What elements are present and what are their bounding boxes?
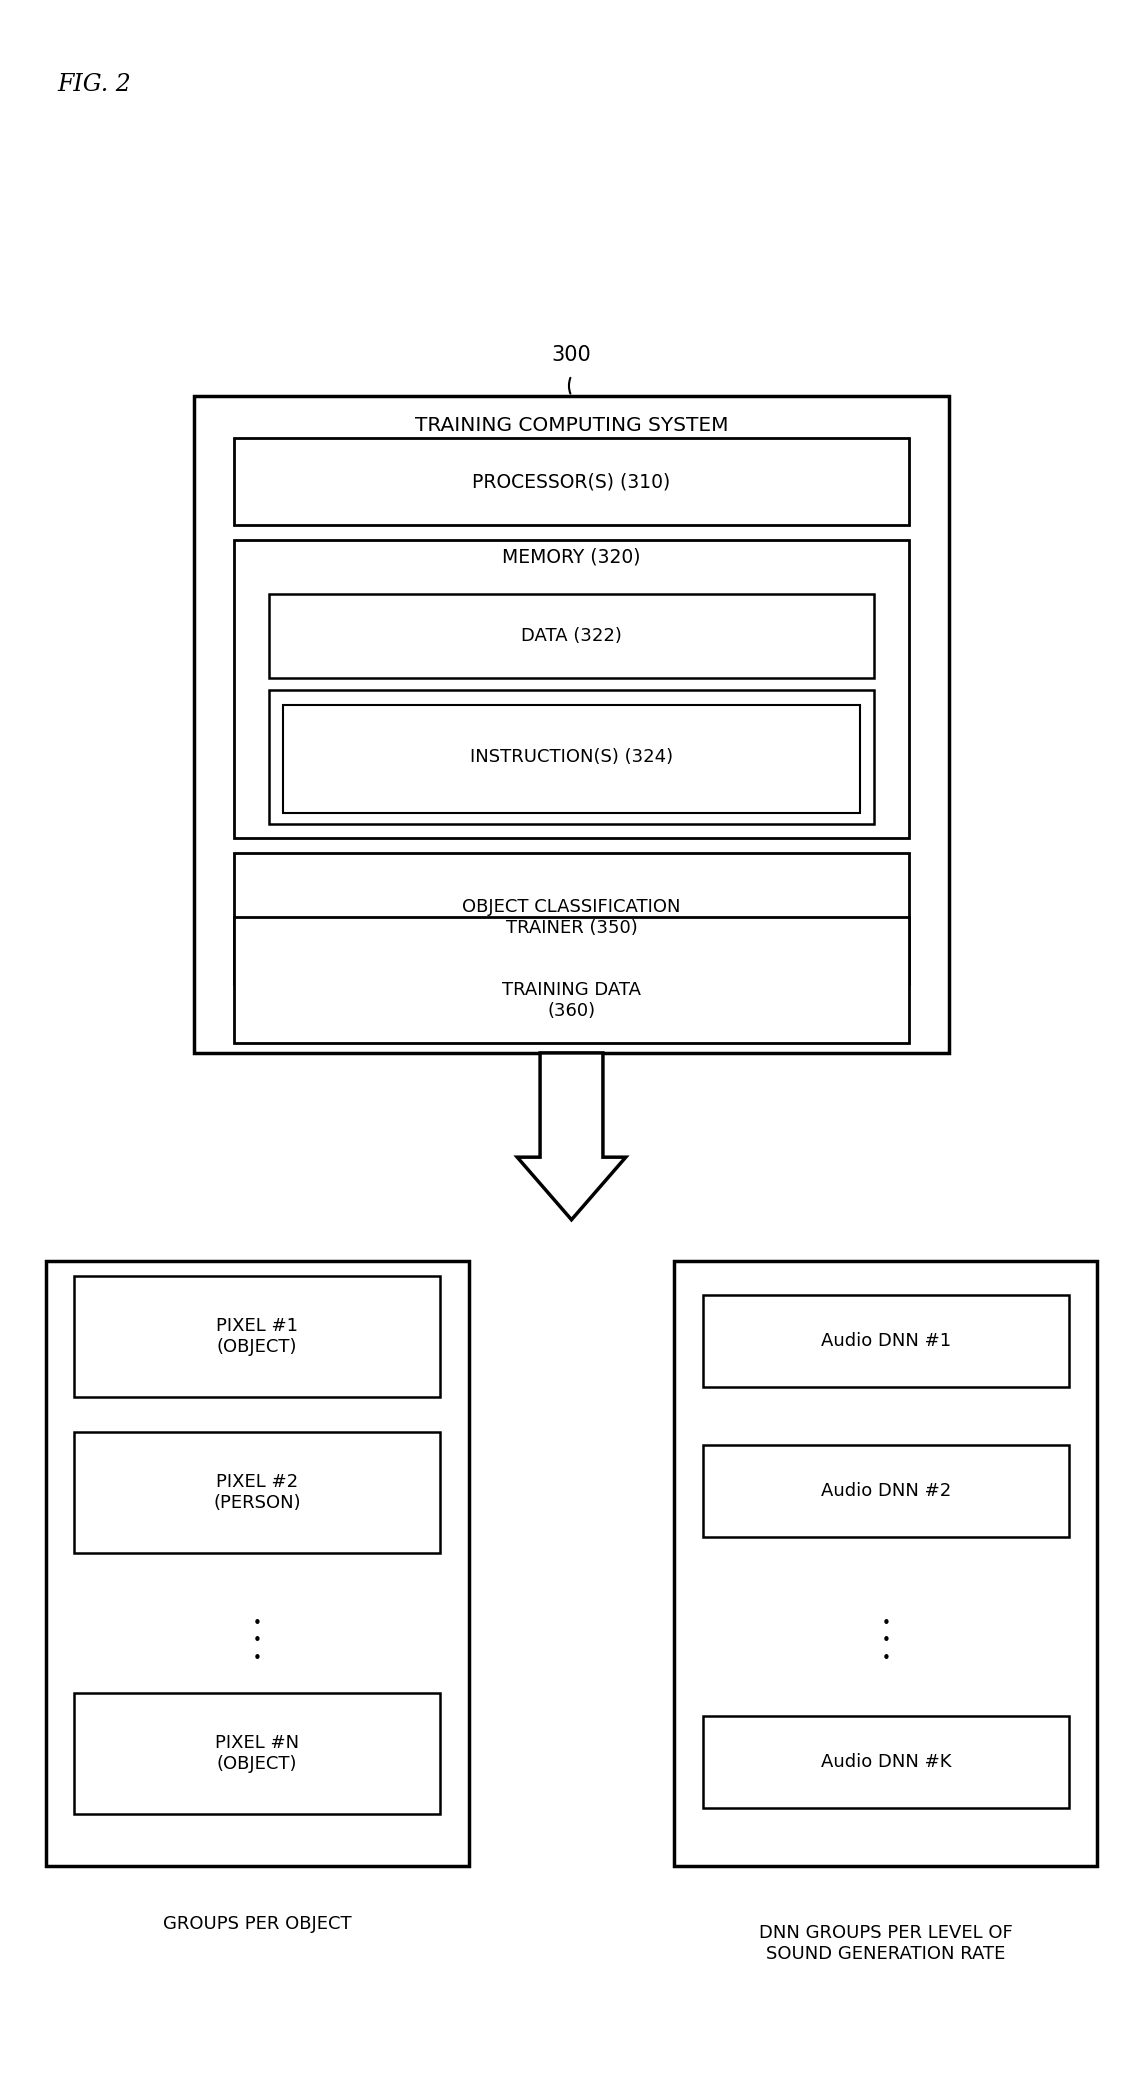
Bar <box>74 1693 440 1814</box>
Bar <box>234 917 909 1042</box>
Bar <box>234 853 909 984</box>
Bar <box>269 690 874 824</box>
Text: OBJECT CLASSIFICATION
TRAINER (350): OBJECT CLASSIFICATION TRAINER (350) <box>462 899 681 936</box>
Text: FIG. 2: FIG. 2 <box>57 73 131 96</box>
Bar <box>194 396 949 1053</box>
Bar <box>74 1276 440 1397</box>
Bar <box>234 540 909 838</box>
Bar <box>234 438 909 525</box>
Text: Audio DNN #1: Audio DNN #1 <box>821 1332 951 1349</box>
Bar <box>74 1432 440 1553</box>
Bar <box>703 1716 1069 1808</box>
Bar <box>703 1295 1069 1387</box>
Text: •
•
•: • • • <box>253 1616 262 1666</box>
Text: •
•
•: • • • <box>881 1616 890 1666</box>
Text: INSTRUCTION(S) (324): INSTRUCTION(S) (324) <box>470 749 673 765</box>
Polygon shape <box>517 1053 626 1220</box>
Text: 300: 300 <box>552 344 591 365</box>
Text: Audio DNN #K: Audio DNN #K <box>821 1753 951 1770</box>
Text: PIXEL #2
(PERSON): PIXEL #2 (PERSON) <box>214 1474 301 1512</box>
Bar <box>674 1261 1097 1866</box>
Bar <box>283 705 860 813</box>
Bar <box>46 1261 469 1866</box>
Text: PIXEL #N
(OBJECT): PIXEL #N (OBJECT) <box>215 1735 299 1772</box>
Bar <box>269 594 874 678</box>
Text: MEMORY (320): MEMORY (320) <box>502 546 641 567</box>
Text: DATA (322): DATA (322) <box>521 628 622 644</box>
Text: PROCESSOR(S) (310): PROCESSOR(S) (310) <box>472 471 671 492</box>
Text: TRAINING COMPUTING SYSTEM: TRAINING COMPUTING SYSTEM <box>415 415 728 436</box>
Text: TRAINING DATA
(360): TRAINING DATA (360) <box>502 982 641 1020</box>
Bar <box>703 1445 1069 1537</box>
Text: PIXEL #1
(OBJECT): PIXEL #1 (OBJECT) <box>216 1318 298 1355</box>
Text: GROUPS PER OBJECT: GROUPS PER OBJECT <box>162 1916 352 1933</box>
Text: DNN GROUPS PER LEVEL OF
SOUND GENERATION RATE: DNN GROUPS PER LEVEL OF SOUND GENERATION… <box>759 1924 1013 1962</box>
Text: Audio DNN #2: Audio DNN #2 <box>821 1482 951 1499</box>
